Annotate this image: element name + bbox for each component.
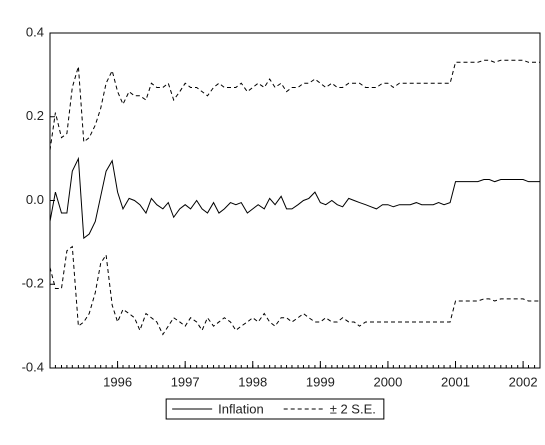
- x-tick-label: 2000: [373, 374, 402, 389]
- x-tick-label: 2001: [441, 374, 470, 389]
- legend-label: Inflation: [218, 401, 264, 416]
- legend: Inflation ± 2 S.E.: [166, 399, 384, 419]
- y-tick-label: 0.4: [26, 24, 44, 39]
- series-line: [50, 247, 540, 335]
- legend-label: ± 2 S.E.: [330, 401, 376, 416]
- y-tick-label: 0.0: [26, 192, 44, 207]
- x-tick-label: 1997: [171, 374, 200, 389]
- x-tick-label: 1999: [306, 374, 335, 389]
- y-tick-label: 0.2: [26, 108, 44, 123]
- x-tick-label: 2002: [509, 374, 538, 389]
- chart: 0.4 0.2 0.0 -0.2 -0.4 1996 1997 1998 1999 2000 200…: [0, 0, 545, 445]
- x-tick-label: 1998: [238, 374, 267, 389]
- x-tick-label: 1996: [103, 374, 132, 389]
- y-tick-label: -0.4: [22, 359, 44, 374]
- plot-frame: [50, 33, 540, 368]
- series-line: [50, 60, 540, 150]
- series-line: [50, 159, 540, 239]
- y-tick-label: -0.2: [22, 276, 44, 291]
